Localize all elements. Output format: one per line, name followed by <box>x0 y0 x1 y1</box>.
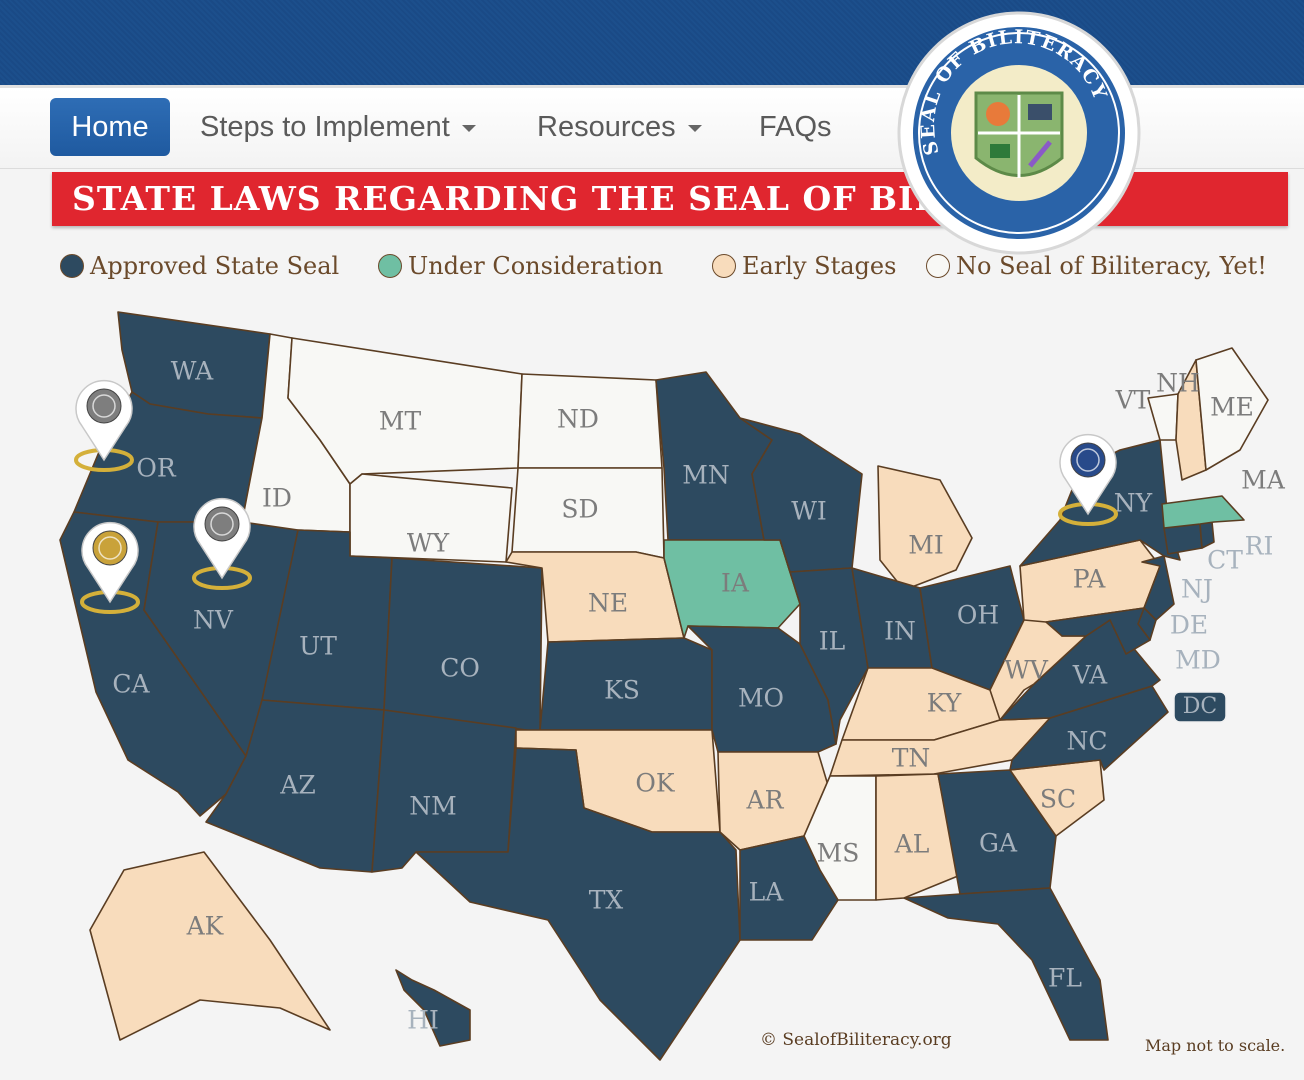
state-label-ri: RI <box>1245 532 1274 561</box>
state-mn[interactable] <box>655 371 773 541</box>
legend-under-consideration-swatch <box>378 254 402 278</box>
state-label-fl: FL <box>1048 964 1082 993</box>
state-ri[interactable] <box>1199 521 1215 549</box>
map-pin-icon-or[interactable] <box>74 380 134 472</box>
state-label-ia: IA <box>721 569 750 598</box>
state-label-la: LA <box>749 878 785 907</box>
nav-faqs[interactable]: FAQs <box>759 111 832 143</box>
state-vt[interactable] <box>1147 393 1179 441</box>
state-label-or: OR <box>136 454 176 483</box>
legend-under-consideration-label: Under Consideration <box>408 252 664 280</box>
state-label-wa: WA <box>171 357 214 386</box>
state-al[interactable] <box>875 773 959 901</box>
state-label-wi: WI <box>791 497 827 526</box>
state-hi[interactable] <box>395 969 471 1047</box>
state-il[interactable] <box>779 539 869 745</box>
state-co[interactable] <box>383 557 543 733</box>
us-states-map: WA OR CA NV ID MT WY UT AZ CO NM ND SD NE KS OK TX MN IA MO… <box>59 311 1286 1061</box>
state-label-ga: GA <box>979 829 1018 858</box>
state-label-ar: AR <box>746 786 785 815</box>
state-label-al: AL <box>894 830 930 859</box>
state-label-nh: NH <box>1156 369 1200 398</box>
state-label-tx: TX <box>589 886 624 915</box>
state-label-ca: CA <box>112 670 150 699</box>
legend-under-consideration: Under Consideration <box>378 248 663 284</box>
state-label-va: VA <box>1072 661 1108 690</box>
state-label-wy: WY <box>407 529 450 558</box>
state-label-nc: NC <box>1066 727 1107 756</box>
state-dc[interactable] <box>1173 691 1227 723</box>
state-label-ut: UT <box>299 632 337 661</box>
state-label-ne: NE <box>588 589 628 618</box>
nav-resources[interactable]: Resources <box>537 98 702 156</box>
state-label-ks: KS <box>604 676 640 705</box>
state-label-il: IL <box>819 627 845 656</box>
legend-early-swatch <box>712 254 736 278</box>
map-pin-icon-nv[interactable] <box>192 498 252 590</box>
state-ak[interactable] <box>89 851 331 1041</box>
state-label-ny: NY <box>1114 489 1153 518</box>
state-label-mo: MO <box>738 684 784 713</box>
state-ma[interactable] <box>1161 495 1245 529</box>
map-pin-icon-ca[interactable] <box>80 522 140 614</box>
state-label-nj: NJ <box>1181 575 1213 604</box>
scale-note: Map not to scale. <box>1145 1036 1286 1055</box>
legend-early-label: Early Stages <box>742 252 897 280</box>
state-label-ct: CT <box>1207 546 1243 575</box>
state-label-hi: HI <box>407 1006 439 1035</box>
state-label-sc: SC <box>1040 785 1076 814</box>
state-label-ky: KY <box>927 689 962 718</box>
state-label-in: IN <box>884 617 916 646</box>
map-pin-icon-ny[interactable] <box>1058 434 1118 526</box>
state-label-mt: MT <box>379 407 422 436</box>
state-label-sd: SD <box>561 495 598 524</box>
state-md[interactable] <box>1045 607 1151 655</box>
state-ga[interactable] <box>937 769 1057 895</box>
copyright-credit: © SealofBiliteracy.org <box>760 1030 952 1050</box>
state-label-ms: MS <box>817 839 860 868</box>
state-fl[interactable] <box>903 887 1109 1041</box>
legend-early: Early Stages <box>712 248 896 284</box>
map-legend: Approved State Seal Under Consideration … <box>0 248 1304 284</box>
state-label-me: ME <box>1210 393 1254 422</box>
state-mi[interactable] <box>877 465 973 591</box>
state-label-md: MD <box>1175 646 1221 675</box>
state-label-de: DE <box>1170 611 1208 640</box>
state-label-co: CO <box>440 654 480 683</box>
state-label-ma: MA <box>1241 466 1286 495</box>
legend-none: No Seal of Biliteracy, Yet! <box>926 248 1267 284</box>
state-label-az: AZ <box>279 771 315 800</box>
state-label-mn: MN <box>682 461 729 490</box>
state-label-nv: NV <box>193 606 234 635</box>
state-label-ak: AK <box>186 912 225 941</box>
seal-of-biliteracy-logo[interactable]: SEAL OF BILITERACY <box>894 8 1144 258</box>
state-ct[interactable] <box>1163 523 1203 555</box>
state-label-tn: TN <box>892 744 931 773</box>
legend-none-swatch <box>926 254 950 278</box>
state-label-ok: OK <box>635 769 675 798</box>
nav-steps-to-implement[interactable]: Steps to Implement <box>200 98 476 156</box>
nav-steps-label: Steps to Implement <box>200 111 450 143</box>
nav-home[interactable]: Home <box>50 98 170 156</box>
state-me[interactable] <box>1195 347 1269 471</box>
state-label-oh: OH <box>957 601 999 630</box>
state-label-wv: WV <box>1004 656 1049 685</box>
state-label-dc: DC <box>1183 694 1217 719</box>
caret-down-icon <box>687 124 702 132</box>
state-label-id: ID <box>262 484 292 513</box>
state-tx[interactable] <box>415 747 741 1061</box>
state-label-mi: MI <box>908 531 943 560</box>
state-label-pa: PA <box>1073 565 1107 594</box>
legend-approved: Approved State Seal <box>60 248 339 284</box>
state-mo[interactable] <box>687 625 837 753</box>
legend-approved-label: Approved State Seal <box>90 252 340 280</box>
legend-approved-swatch <box>60 254 84 278</box>
caret-down-icon <box>461 124 476 132</box>
legend-none-label: No Seal of Biliteracy, Yet! <box>956 252 1267 280</box>
state-label-nd: ND <box>557 405 599 434</box>
state-label-vt: VT <box>1115 386 1151 415</box>
nav-resources-label: Resources <box>537 111 676 143</box>
state-label-nm: NM <box>409 792 456 821</box>
